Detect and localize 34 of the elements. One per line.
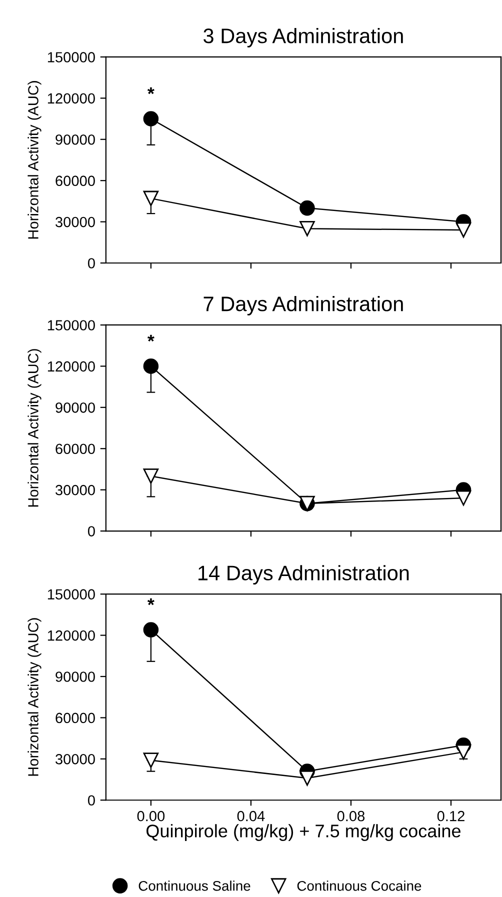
- x-axis-title: Quinpirole (mg/kg) + 7.5 mg/kg cocaine: [146, 824, 460, 841]
- y-tick-label: 60000: [56, 444, 95, 454]
- y-tick-label: 90000: [56, 134, 95, 145]
- x-tick-label: 0.12: [437, 810, 464, 822]
- annotation: *: [147, 598, 154, 606]
- y-tick-label: 30000: [56, 484, 95, 496]
- y-tick-label: 0: [88, 258, 95, 268]
- y-tick-label: 60000: [56, 712, 95, 724]
- chart-title: 3 Days Administration: [204, 28, 403, 48]
- legend-label: Continuous Saline: [138, 880, 250, 891]
- y-axis-title: Horizontal Activity (AUC): [28, 81, 42, 239]
- annotation: *: [147, 334, 154, 342]
- y-tick-label: 120000: [48, 361, 95, 372]
- y-axis-title: Horizontal Activity (AUC): [28, 349, 42, 507]
- x-tick-label: 0.04: [237, 810, 265, 822]
- chart-title: 7 Days Administration: [204, 296, 403, 316]
- y-tick-label: 90000: [56, 672, 95, 682]
- x-tick-label: 0.00: [137, 810, 165, 822]
- y-tick-label: 150000: [48, 52, 95, 62]
- y-tick-label: 120000: [48, 630, 95, 641]
- y-tick-label: 30000: [56, 754, 95, 764]
- chart-title: 14 Days Administration: [198, 565, 409, 585]
- y-tick-label: 60000: [56, 176, 95, 186]
- legend-label: Continuous Cocaine: [297, 880, 422, 891]
- y-tick-label: 90000: [56, 402, 95, 413]
- y-tick-label: 150000: [48, 320, 95, 330]
- y-tick-label: 0: [88, 526, 95, 536]
- y-axis-title: Horizontal Activity (AUC): [28, 618, 42, 776]
- y-tick-label: 30000: [56, 216, 95, 228]
- y-tick-label: 150000: [48, 589, 95, 600]
- x-tick-label: 0.08: [337, 810, 365, 822]
- y-tick-label: 0: [88, 795, 95, 806]
- y-tick-label: 120000: [48, 93, 95, 104]
- annotation: *: [147, 87, 154, 94]
